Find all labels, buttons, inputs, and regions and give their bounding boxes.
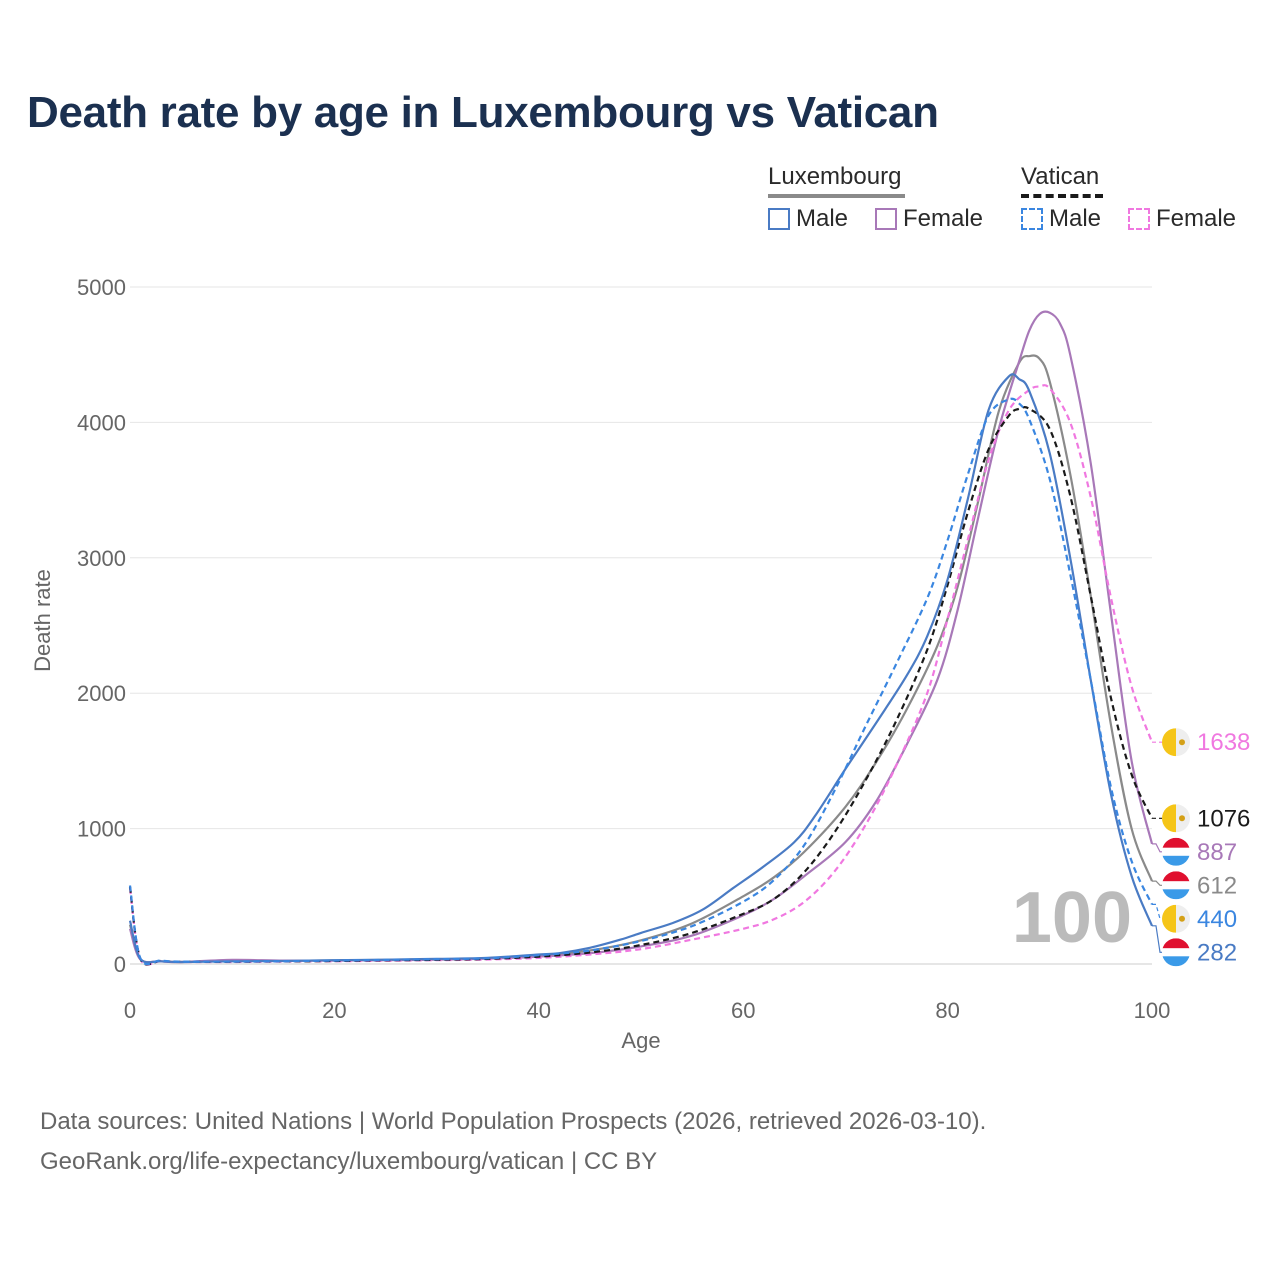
legend-group-line: [1021, 194, 1104, 198]
series-line-vat-female: [128, 384, 1154, 966]
end-value-label-lux-female: 887: [1197, 839, 1237, 866]
flag-stripe: [1162, 847, 1190, 856]
vatican-flag-icon: [1162, 804, 1190, 833]
legend-item-luxembourg-male[interactable]: Male: [768, 205, 848, 233]
end-label-connector: [1152, 843, 1162, 853]
end-value-label-vat-total: 1076: [1197, 805, 1250, 832]
legend-label: Male: [1049, 205, 1102, 232]
series-line-lux-male: [128, 373, 1154, 964]
x-tick-label: 40: [527, 998, 551, 1023]
y-tick-label: 5000: [77, 275, 126, 300]
luxembourg-flag-icon: [1162, 938, 1190, 967]
x-tick-label: 60: [731, 998, 755, 1023]
flag-stripe: [1162, 855, 1190, 866]
legend-item-vatican-male[interactable]: Male: [1021, 205, 1101, 233]
flag-stripe: [1162, 881, 1190, 890]
luxembourg-flag-icon: [1162, 837, 1190, 866]
legend-group-line: [768, 194, 906, 198]
vatican-flag-icon: [1162, 728, 1190, 757]
flag-stripe: [1162, 889, 1190, 900]
legend-swatch: [1128, 208, 1150, 230]
y-tick-label: 4000: [77, 410, 126, 435]
flag-stripe: [1162, 956, 1190, 967]
end-label-connector: [1152, 925, 1162, 953]
flag-stripe: [1162, 871, 1190, 882]
flag-stripe: [1162, 948, 1190, 957]
footer-credit: GeoRank.org/life-expectancy/luxembourg/v…: [40, 1148, 658, 1175]
y-tick-label: 3000: [77, 546, 126, 571]
legend-label: Female: [903, 205, 984, 232]
legend-item-luxembourg-female[interactable]: Female: [875, 205, 983, 233]
legend-swatch: [1021, 208, 1043, 230]
x-tick-label: 100: [1134, 998, 1171, 1023]
y-tick-label: 0: [114, 952, 126, 977]
vatican-flag-icon: [1162, 904, 1190, 933]
end-value-label-vat-female: 1638: [1197, 729, 1250, 756]
flag-stripe: [1162, 938, 1190, 949]
legend-swatch: [768, 208, 790, 230]
flag-emblem: [1179, 815, 1185, 822]
flag-emblem: [1179, 739, 1185, 746]
luxembourg-flag-icon: [1162, 871, 1190, 900]
flag-stripe: [1162, 837, 1190, 848]
x-tick-label: 0: [124, 998, 136, 1023]
series-line-vat-total: [128, 405, 1153, 966]
y-axis-title: Death rate: [30, 569, 55, 672]
legend-label: Female: [1156, 205, 1237, 232]
x-axis-title: Age: [621, 1028, 660, 1053]
y-tick-label: 1000: [77, 817, 126, 842]
footer-source: Data sources: United Nations | World Pop…: [40, 1108, 987, 1135]
legend-label: Male: [796, 205, 849, 232]
series-line-lux-total: [128, 354, 1154, 964]
end-label-connector: [1152, 903, 1162, 920]
series-line-vat-male: [128, 397, 1153, 966]
end-value-label-vat-male: 440: [1197, 906, 1237, 933]
legend-group-luxembourg: Luxembourg: [768, 163, 906, 198]
chart-title: Death rate by age in Luxembourg vs Vatic…: [27, 88, 939, 137]
flag-stripe: [1162, 804, 1176, 833]
flag-stripe: [1162, 904, 1176, 933]
end-label-connector: [1152, 880, 1162, 886]
line-chart: 0 1000 2000 3000 4000 5000 0 20 40 60 80 100 Age Deat…: [30, 275, 1250, 1053]
end-value-label-lux-total: 612: [1197, 872, 1237, 899]
legend-swatch: [875, 208, 897, 230]
y-tick-label: 2000: [77, 681, 126, 706]
end-value-label-lux-male: 282: [1197, 939, 1237, 966]
legend-group-label: Vatican: [1021, 163, 1100, 190]
flag-stripe: [1162, 728, 1176, 757]
x-tick-label: 20: [322, 998, 346, 1023]
legend-item-vatican-female[interactable]: Female: [1128, 205, 1236, 233]
year-watermark: 100: [1012, 878, 1132, 958]
legend-group-vatican: Vatican: [1021, 163, 1104, 198]
legend-group-label: Luxembourg: [768, 163, 902, 190]
x-tick-label: 80: [935, 998, 959, 1023]
flag-emblem: [1179, 915, 1185, 922]
